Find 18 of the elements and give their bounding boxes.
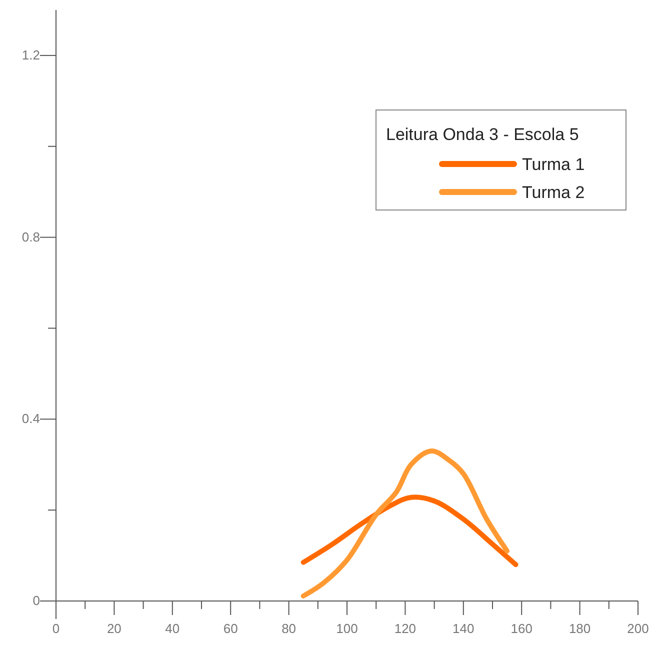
y-tick-label: 0.4 <box>22 411 40 426</box>
x-tick-label: 0 <box>52 621 60 636</box>
y-tick-label: 1.2 <box>22 47 40 62</box>
y-tick-label: 0 <box>32 593 40 608</box>
x-tick-label: 180 <box>568 621 591 636</box>
y-tick-label: 0.8 <box>22 229 40 244</box>
legend-label: Turma 2 <box>522 183 585 202</box>
x-tick-label: 100 <box>336 621 358 636</box>
x-tick-label: 160 <box>510 621 532 636</box>
x-tick-label: 200 <box>627 621 649 636</box>
x-tick-label: 120 <box>394 621 416 636</box>
x-tick-label: 20 <box>106 621 122 636</box>
x-tick-label: 80 <box>282 621 296 636</box>
legend-label: Turma 1 <box>522 155 585 174</box>
x-tick-label: 40 <box>165 621 180 636</box>
x-tick-label: 60 <box>223 621 238 636</box>
legend-title: Leitura Onda 3 - Escola 5 <box>386 125 579 144</box>
x-tick-label: 140 <box>452 621 474 636</box>
